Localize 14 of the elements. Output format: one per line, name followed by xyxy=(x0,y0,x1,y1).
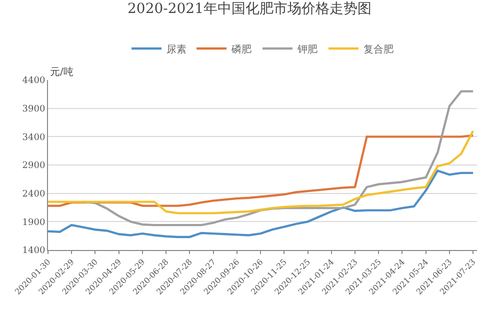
legend-label: 钾肥 xyxy=(296,44,318,56)
y-tick-label: 1900 xyxy=(22,218,46,228)
y-tick-label: 4400 xyxy=(22,76,46,86)
legend-label: 尿素 xyxy=(166,43,186,56)
y-axis-title: 元/吨 xyxy=(50,66,74,78)
y-tick-label: 3400 xyxy=(22,132,46,143)
y-tick-label: 2900 xyxy=(22,161,46,172)
y-tick-label: 3900 xyxy=(22,104,46,114)
y-tick-label: 1400 xyxy=(22,246,46,256)
legend-label: 复合肥 xyxy=(364,43,394,56)
legend-label: 磷肥 xyxy=(230,43,252,56)
line-series xyxy=(48,170,474,238)
chart-title: 2020-2021年中国化肥市场价格走势图 xyxy=(128,1,372,18)
y-tick-label: 2400 xyxy=(22,189,46,200)
